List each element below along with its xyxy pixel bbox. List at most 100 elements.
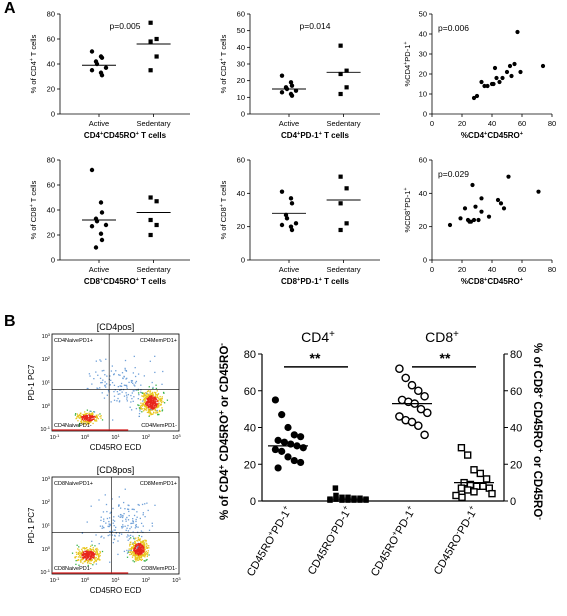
- event-dot: [83, 420, 85, 422]
- event-dot: [155, 384, 157, 386]
- event-dot: [95, 553, 97, 555]
- event-dot: [152, 387, 154, 390]
- event-dot: [96, 552, 99, 554]
- y-tick-label: 60: [244, 386, 256, 398]
- event-dot: [85, 412, 88, 415]
- event-dot: [87, 559, 89, 562]
- event-dot: [127, 504, 129, 506]
- event-dot: [143, 553, 145, 555]
- event-dot: [96, 415, 98, 418]
- event-dot: [77, 548, 79, 550]
- event-dot: [89, 413, 92, 415]
- event-dot: [155, 406, 157, 408]
- event-dot: [123, 550, 126, 553]
- y-tick-label: 30: [237, 60, 245, 69]
- event-dot: [78, 553, 80, 555]
- event-dot: [84, 414, 87, 417]
- data-point: [492, 65, 498, 71]
- y-axis-title-right: % of CD8+ CD45RO+ or CD45RO-: [531, 343, 546, 520]
- event-dot: [151, 407, 153, 409]
- event-dot: [143, 393, 146, 396]
- event-dot: [92, 422, 94, 425]
- event-dot: [141, 404, 143, 406]
- event-dot: [78, 553, 80, 556]
- event-dot: [130, 541, 132, 543]
- event-dot: [142, 410, 145, 412]
- data-point: [344, 85, 349, 90]
- x-axis-title: CD8+PD-1+ T cells: [281, 277, 349, 286]
- event-dot: [77, 558, 79, 561]
- event-dot: [83, 555, 85, 558]
- event-dot: [137, 551, 139, 554]
- event-dot: [80, 418, 83, 420]
- data-point: [482, 475, 491, 483]
- event-dot: [91, 540, 93, 543]
- x-tick-label: 10-1: [50, 576, 60, 585]
- event-dot: [77, 553, 79, 555]
- event-dot: [86, 549, 88, 551]
- group-label: CD4+: [301, 329, 335, 346]
- event-dot: [140, 556, 143, 558]
- event-dot: [148, 390, 150, 392]
- data-point: [500, 75, 505, 81]
- event-dot: [150, 408, 152, 410]
- event-dot: [142, 514, 144, 516]
- x-axis-title: %CD8+CD45RO+: [461, 277, 524, 286]
- event-dot: [129, 406, 131, 408]
- data-point: [284, 453, 292, 461]
- y-tick-label: 10: [419, 90, 427, 99]
- event-dot: [115, 532, 118, 534]
- event-dot: [86, 551, 88, 553]
- event-dot: [139, 558, 142, 561]
- event-dot: [108, 523, 110, 525]
- event-dot: [133, 538, 135, 540]
- data-point: [89, 68, 95, 73]
- event-dot: [157, 400, 159, 402]
- event-dot: [81, 548, 83, 551]
- event-dot: [98, 543, 100, 545]
- event-dot: [146, 404, 148, 406]
- data-point: [289, 83, 295, 88]
- event-dot: [88, 414, 90, 416]
- event-dot: [85, 554, 87, 556]
- event-dot: [130, 401, 132, 403]
- event-dot: [95, 549, 98, 551]
- event-dot: [146, 409, 148, 411]
- event-dot: [106, 510, 108, 513]
- event-dot: [137, 548, 139, 550]
- event-dot: [130, 394, 132, 397]
- event-dot: [140, 530, 143, 532]
- event-dot: [133, 390, 135, 392]
- event-dot: [149, 397, 151, 399]
- significance-marker: **: [310, 350, 321, 366]
- event-dot: [88, 415, 91, 417]
- y-tick-label: 80: [510, 349, 522, 361]
- event-dot: [102, 379, 104, 381]
- event-dot: [141, 395, 143, 397]
- event-dot: [91, 553, 93, 556]
- x-tick-label: CD45RO-PD-1+: [430, 503, 481, 577]
- event-dot: [156, 399, 158, 401]
- event-dot: [86, 555, 88, 558]
- event-dot: [89, 553, 91, 555]
- y-tick-label: 50: [237, 26, 245, 35]
- event-dot: [156, 409, 158, 412]
- event-dot: [142, 546, 144, 548]
- event-dot: [118, 401, 121, 403]
- event-dot: [162, 391, 165, 394]
- event-dot: [145, 553, 147, 556]
- event-dot: [152, 386, 154, 389]
- event-dot: [145, 541, 147, 543]
- event-dot: [156, 412, 158, 414]
- x-tick-label: Active: [89, 265, 109, 274]
- event-dot: [144, 539, 146, 541]
- event-dot: [103, 369, 105, 372]
- x-tick-label: Sedentary: [326, 119, 360, 128]
- event-dot: [141, 411, 143, 413]
- event-dot: [144, 398, 146, 401]
- event-dot: [97, 554, 100, 556]
- event-dot: [126, 386, 128, 388]
- event-dot: [157, 406, 160, 408]
- y-tick-label: 80: [47, 156, 55, 165]
- chart-A6: 0 20 40 60 0 20 40 60 80 p=0.029 %CD8+CD45RO+ %CD8+…: [403, 156, 556, 287]
